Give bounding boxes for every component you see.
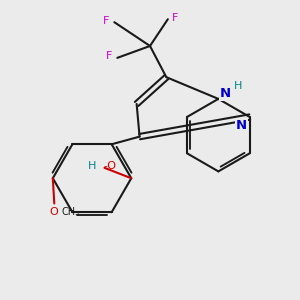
Text: H: H [88, 161, 96, 171]
Text: F: F [172, 13, 178, 23]
Text: F: F [103, 16, 109, 26]
Text: F: F [106, 51, 112, 62]
Text: CH₃: CH₃ [61, 207, 80, 217]
Text: -O: -O [103, 161, 116, 171]
Text: N: N [219, 87, 230, 100]
Text: O: O [49, 207, 58, 217]
Text: N: N [236, 119, 247, 132]
Text: H: H [233, 81, 242, 92]
